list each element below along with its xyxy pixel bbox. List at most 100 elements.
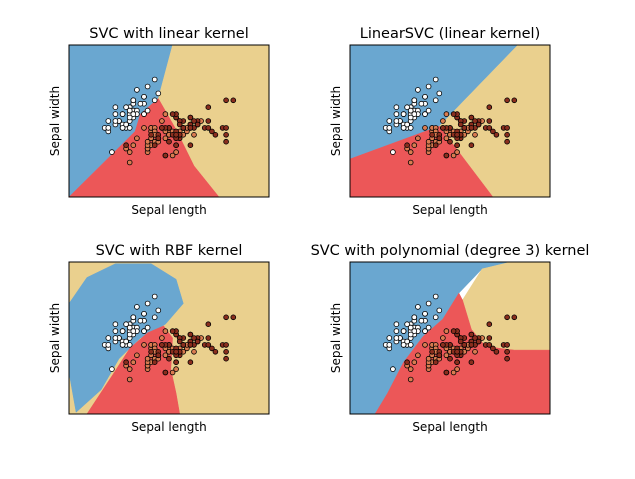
- data-point: [144, 138, 151, 145]
- data-point: [176, 121, 183, 128]
- subplot-title: SVC with linear kernel: [89, 26, 249, 42]
- data-point: [173, 149, 179, 155]
- data-point: [223, 138, 229, 145]
- data-point: [205, 342, 212, 348]
- data-point: [162, 111, 169, 117]
- data-point: [454, 132, 460, 138]
- data-point: [450, 111, 457, 117]
- data-point: [443, 369, 450, 376]
- data-point: [176, 338, 183, 345]
- data-point: [159, 335, 165, 341]
- x-axis-label: Sepal length: [412, 420, 487, 434]
- subplot-title: SVC with polynomial (degree 3) kernel: [311, 243, 590, 259]
- data-point: [486, 321, 493, 327]
- data-point: [205, 118, 212, 124]
- data-point: [130, 142, 137, 148]
- data-point: [144, 324, 151, 331]
- data-point: [461, 342, 468, 348]
- data-point: [151, 359, 158, 365]
- data-point: [126, 107, 133, 114]
- data-point: [187, 342, 194, 348]
- data-point: [418, 317, 425, 324]
- data-point: [130, 314, 137, 321]
- data-point: [443, 111, 450, 117]
- subplot-title: LinearSVC (linear kernel): [360, 26, 541, 42]
- data-point: [144, 83, 151, 90]
- data-point: [454, 149, 460, 155]
- data-point: [450, 369, 457, 376]
- data-point: [404, 121, 410, 128]
- data-point: [450, 152, 457, 159]
- y-axis-label: Sepal width: [48, 303, 62, 373]
- data-point: [169, 111, 176, 117]
- data-point: [205, 335, 212, 341]
- data-point: [468, 331, 475, 338]
- data-point: [162, 135, 169, 142]
- subplot-svc-rbf: SVC with RBF kernel Sepal length Sepal w…: [48, 243, 270, 434]
- data-point: [454, 359, 460, 365]
- data-point: [404, 321, 410, 327]
- data-point: [393, 328, 400, 334]
- data-point: [432, 97, 439, 104]
- data-point: [422, 125, 428, 131]
- data-point: [440, 118, 446, 124]
- data-point: [230, 97, 237, 104]
- data-point: [407, 342, 414, 348]
- data-point: [447, 138, 453, 145]
- data-point: [130, 97, 137, 104]
- data-point: [141, 125, 147, 131]
- data-point: [191, 118, 197, 124]
- plot-content: [69, 45, 269, 197]
- data-point: [105, 335, 112, 341]
- data-point: [411, 359, 418, 365]
- data-point: [407, 107, 414, 114]
- data-point: [429, 132, 435, 138]
- data-point: [223, 349, 229, 355]
- data-point: [386, 342, 393, 348]
- data-point: [504, 97, 510, 104]
- data-point: [134, 87, 140, 93]
- data-point: [407, 149, 414, 155]
- data-point: [144, 355, 151, 362]
- data-point: [390, 149, 396, 155]
- data-point: [454, 349, 460, 355]
- data-point: [450, 328, 457, 334]
- data-point: [407, 125, 414, 131]
- data-point: [490, 345, 496, 352]
- data-point: [457, 338, 464, 345]
- data-point: [169, 369, 176, 376]
- data-point: [130, 111, 137, 117]
- data-point: [112, 118, 119, 124]
- axes-frame: [68, 261, 270, 415]
- data-point: [119, 328, 126, 334]
- data-point: [141, 310, 147, 317]
- data-point: [137, 100, 144, 107]
- data-point: [205, 321, 212, 327]
- data-point: [126, 159, 133, 166]
- data-point: [123, 338, 129, 345]
- data-point: [472, 132, 478, 138]
- data-point: [155, 90, 162, 97]
- data-point: [457, 121, 464, 128]
- data-point: [422, 93, 428, 100]
- data-point: [105, 125, 112, 131]
- data-point: [126, 342, 133, 348]
- data-point: [411, 328, 418, 334]
- data-point: [148, 349, 154, 355]
- data-point: [112, 335, 119, 341]
- data-point: [173, 142, 179, 148]
- data-point: [109, 149, 115, 155]
- data-point: [162, 152, 169, 159]
- data-point: [112, 104, 119, 110]
- data-point: [187, 142, 194, 148]
- plot-content: [350, 45, 550, 197]
- data-point: [440, 125, 446, 131]
- data-point: [209, 128, 215, 135]
- data-point: [493, 349, 500, 355]
- data-point: [144, 300, 151, 307]
- data-point: [472, 118, 478, 124]
- data-point: [223, 355, 229, 362]
- data-point: [134, 135, 140, 142]
- data-point: [173, 366, 179, 372]
